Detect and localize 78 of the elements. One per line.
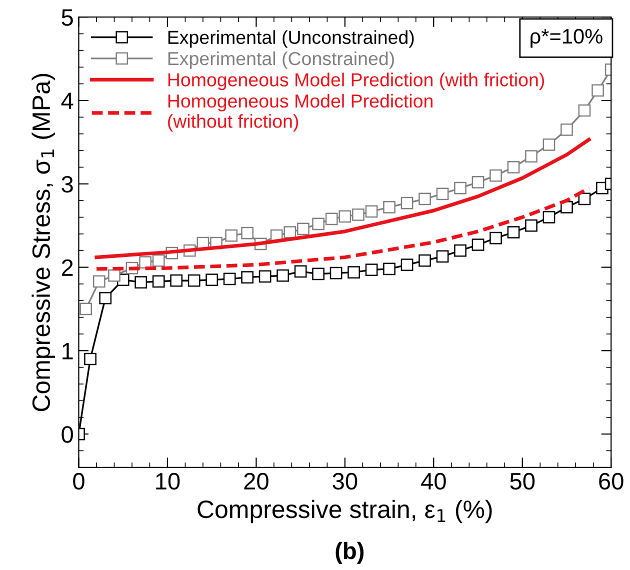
point: [472, 176, 484, 188]
point: [312, 268, 324, 280]
point: [578, 192, 591, 206]
point: [560, 201, 573, 214]
point: [152, 275, 165, 288]
point: [490, 232, 502, 244]
point: [490, 169, 502, 182]
point: [418, 192, 431, 206]
annotation: ρ*=10%: [530, 28, 602, 48]
x-tick-label: 40: [421, 472, 446, 490]
x-tick-label: 30: [332, 472, 358, 490]
point: [418, 254, 431, 267]
point: [170, 274, 183, 287]
point: [525, 150, 538, 163]
point: [188, 274, 200, 287]
point: [436, 250, 449, 263]
y-tick-label: 2: [62, 259, 73, 276]
point: [400, 196, 414, 210]
y-tick-label: 0: [62, 426, 73, 443]
point: [383, 262, 396, 276]
point: [365, 264, 378, 276]
point: [542, 211, 556, 224]
point: [134, 276, 148, 288]
point: [325, 212, 338, 226]
point: [472, 238, 484, 251]
legend-label: Experimental (Constrained): [168, 51, 394, 69]
point: [365, 205, 378, 218]
x-tick-label: 60: [599, 472, 624, 490]
point: [436, 188, 449, 200]
point: [108, 269, 120, 282]
point: [560, 123, 573, 136]
point: [152, 254, 165, 267]
point: [454, 244, 466, 257]
y-tick-label: 5: [62, 9, 73, 26]
legend-label: Experimental (Unconstrained): [168, 30, 414, 48]
point: [400, 258, 414, 271]
x-axis-title: Compressive strain, ε$_{1}$ (%): [198, 500, 492, 524]
y-tick-label: 3: [62, 176, 73, 193]
point: [352, 208, 364, 221]
point: [507, 226, 520, 238]
point: [206, 274, 218, 286]
x-tick-label: 10: [156, 472, 180, 490]
point: [258, 270, 272, 283]
text: (b): [336, 542, 364, 564]
legend-label: Homogeneous Model Prediction (without friction): [168, 94, 432, 132]
point: [454, 182, 466, 194]
point: [330, 266, 342, 280]
x-tick-label: 0: [73, 472, 84, 490]
point: [284, 226, 296, 238]
point: [223, 272, 236, 286]
point: [84, 352, 96, 366]
x-tick-label: 50: [510, 472, 535, 490]
line-series: [94, 186, 591, 271]
point: [241, 271, 254, 284]
y-tick-label: 1: [62, 342, 73, 360]
line-series: [94, 138, 591, 260]
point: [241, 226, 254, 240]
point: [348, 266, 360, 278]
point: [92, 275, 106, 288]
legend-label: Homogeneous Model Prediction (with friction): [168, 72, 544, 90]
point: [297, 222, 310, 236]
point: [312, 218, 324, 230]
point: [507, 161, 520, 174]
point: [383, 201, 396, 214]
point: [225, 229, 238, 242]
point: [525, 219, 538, 232]
point: [139, 256, 152, 268]
point: [80, 302, 92, 316]
point: [542, 138, 556, 151]
point: [276, 269, 289, 282]
y-tick-label: 4: [61, 92, 74, 110]
point: [578, 104, 591, 117]
point: [592, 84, 604, 97]
point: [99, 292, 112, 304]
y-axis-title: Compressive Stress, σ$_{1}$ (MPa): [32, 74, 56, 412]
point: [338, 210, 352, 223]
x-tick-label: 20: [244, 472, 268, 490]
point: [294, 265, 307, 278]
